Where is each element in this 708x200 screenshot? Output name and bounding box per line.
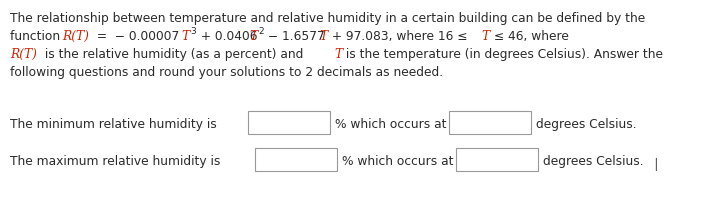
Text: % which occurs at: % which occurs at	[342, 154, 454, 167]
Text: The maximum relative humidity is: The maximum relative humidity is	[10, 154, 220, 167]
Text: following questions and round your solutions to 2 decimals as needed.: following questions and round your solut…	[10, 66, 443, 79]
Text: The relationship between temperature and relative humidity in a certain building: The relationship between temperature and…	[10, 12, 645, 25]
Text: 2: 2	[258, 27, 263, 36]
Text: + 97.083, where 16 ≤: + 97.083, where 16 ≤	[328, 30, 472, 43]
Text: degrees Celsius.: degrees Celsius.	[536, 117, 636, 130]
Text: − 1.6577: − 1.6577	[264, 30, 325, 43]
Text: │: │	[652, 157, 658, 170]
Text: is the temperature (in degrees Celsius). Answer the: is the temperature (in degrees Celsius).…	[342, 48, 663, 61]
Text: The minimum relative humidity is: The minimum relative humidity is	[10, 117, 217, 130]
Text: T: T	[334, 48, 342, 61]
Text: function: function	[10, 30, 64, 43]
Text: ≤ 46, where: ≤ 46, where	[490, 30, 569, 43]
Text: T: T	[481, 30, 489, 43]
Text: + 0.0406: + 0.0406	[197, 30, 258, 43]
Text: is the relative humidity (as a percent) and: is the relative humidity (as a percent) …	[41, 48, 307, 61]
Text: R(T): R(T)	[62, 30, 89, 43]
Text: 3: 3	[190, 27, 195, 36]
Text: T: T	[181, 30, 189, 43]
Text: R(T): R(T)	[10, 48, 37, 61]
Text: % which occurs at: % which occurs at	[335, 117, 447, 130]
Text: T: T	[249, 30, 257, 43]
Text: =  − 0.00007: = − 0.00007	[93, 30, 179, 43]
Text: T: T	[319, 30, 327, 43]
Text: degrees Celsius.: degrees Celsius.	[543, 154, 644, 167]
